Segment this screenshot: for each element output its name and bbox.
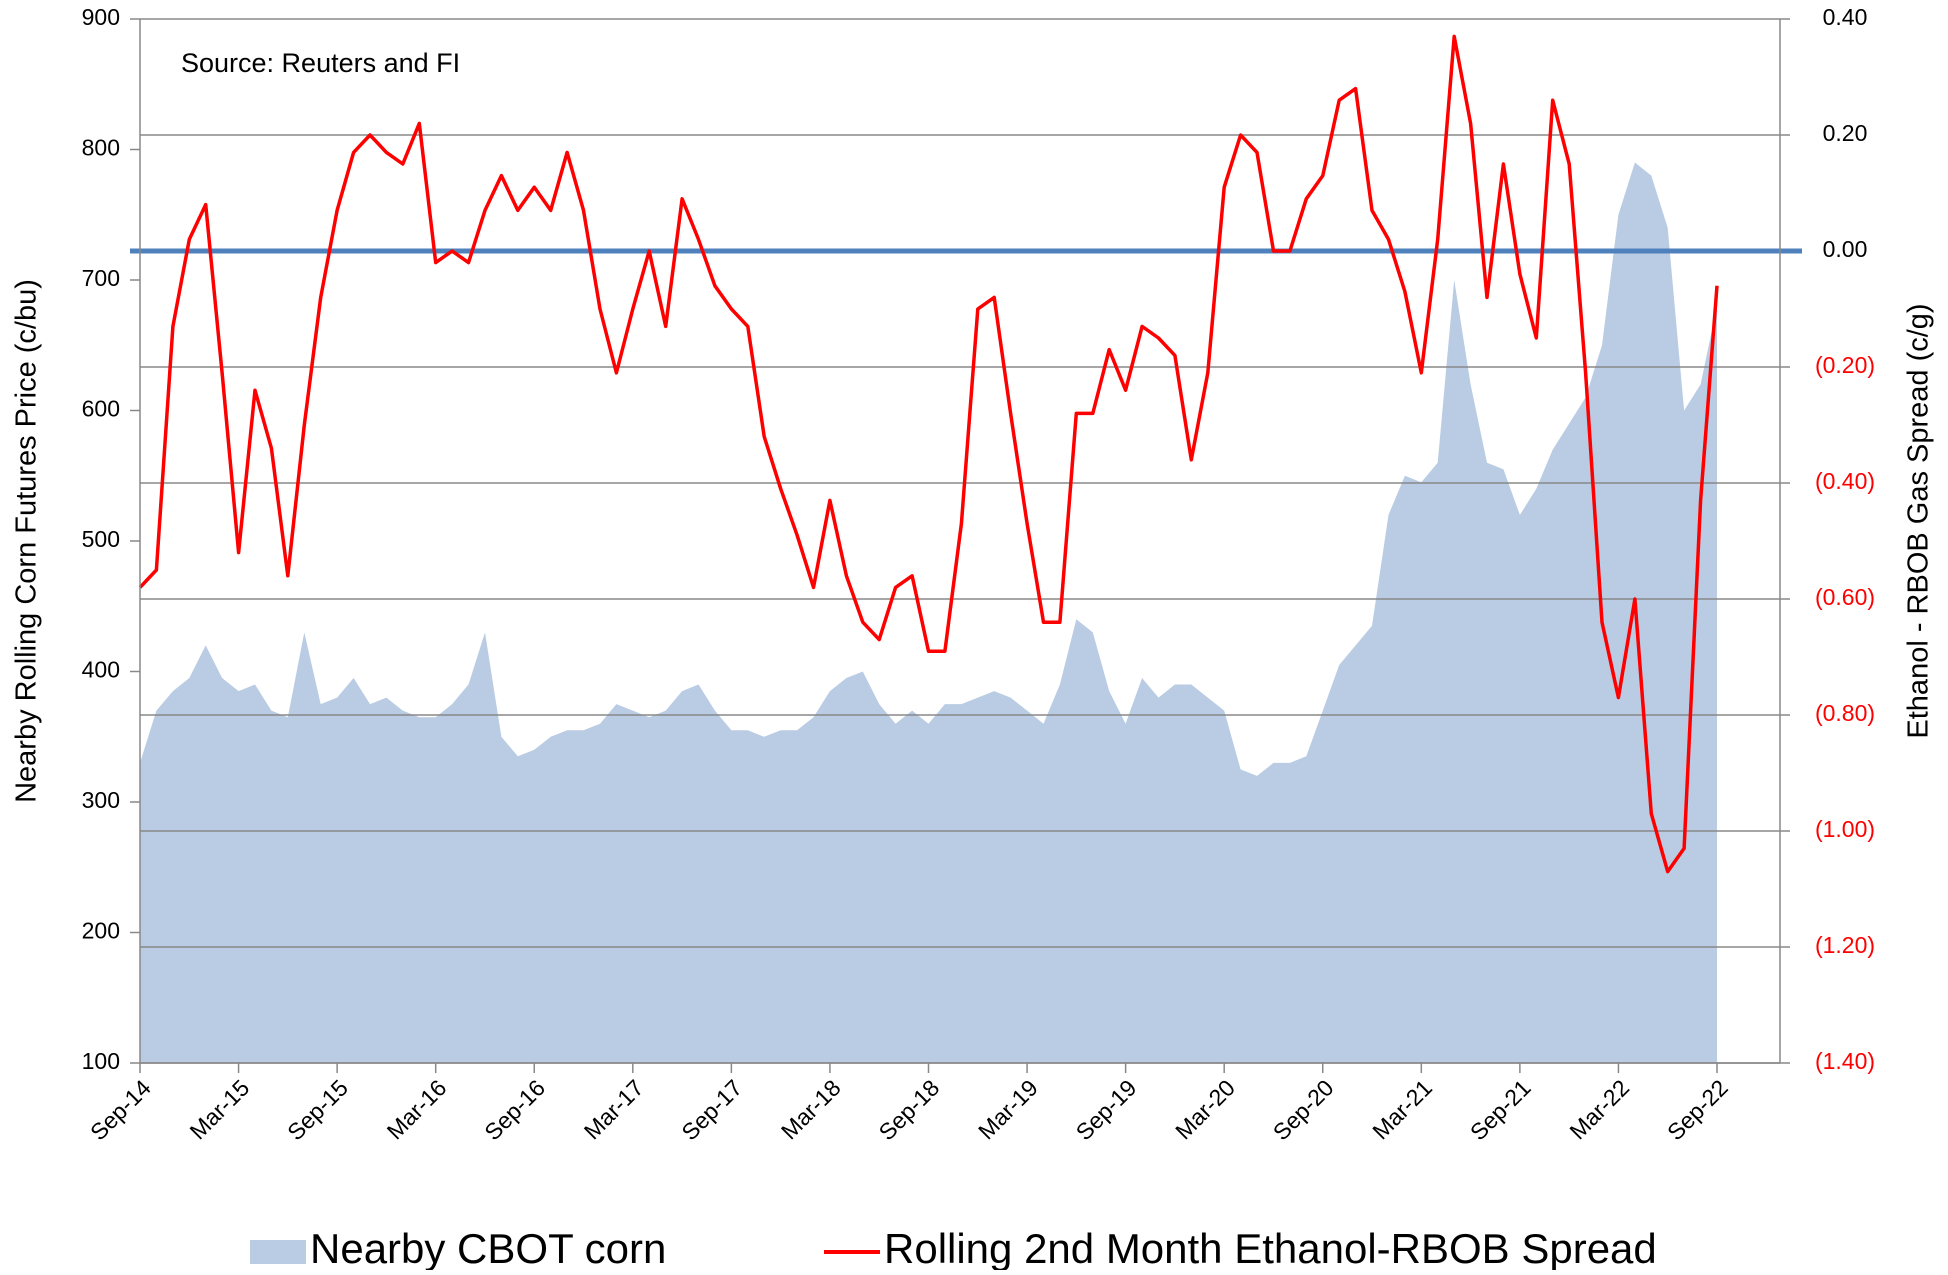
x-tick-label: Sep-17 [676, 1074, 747, 1145]
y-tick-label: 800 [82, 135, 120, 161]
x-tick-label: Mar-15 [184, 1074, 254, 1144]
y-tick-label: 300 [82, 787, 120, 813]
x-tick-label: Mar-19 [973, 1074, 1043, 1144]
annotation: Source: Reuters and FI [181, 48, 460, 78]
y2-tick-label: 0.20 [1823, 120, 1868, 146]
y2-axis-title: Ethanol - RBOB Gas Spread (c/g) [1903, 303, 1935, 738]
y-tick-label: 100 [82, 1048, 120, 1074]
y-tick-label: 900 [82, 4, 120, 30]
x-tick-label: Sep-21 [1465, 1074, 1536, 1145]
x-tick-label: Sep-18 [874, 1074, 945, 1145]
y-tick-label: 200 [82, 918, 120, 944]
x-tick-label: Sep-22 [1662, 1074, 1733, 1145]
y2-tick-label: 0.00 [1823, 236, 1868, 262]
x-tick-label: Sep-15 [282, 1074, 353, 1145]
x-tick-label: Sep-19 [1071, 1074, 1142, 1145]
x-tick-label: Sep-16 [479, 1074, 550, 1145]
legend-label: Nearby CBOT corn [310, 1225, 666, 1270]
y-tick-label: 600 [82, 396, 120, 422]
y2-tick-label: (1.20) [1815, 932, 1875, 958]
x-tick-label: Mar-20 [1170, 1074, 1240, 1144]
x-tick-label: Mar-21 [1367, 1074, 1437, 1144]
y2-tick-label: (1.40) [1815, 1048, 1875, 1074]
y2-tick-label: (0.20) [1815, 352, 1875, 378]
y-axis-title: Nearby Rolling Corn Futures Price (c/bu) [11, 279, 43, 803]
line [138, 34, 1719, 874]
y2-tick-label: (0.40) [1815, 468, 1875, 494]
area [140, 162, 1717, 1063]
legend-label: Rolling 2nd Month Ethanol-RBOB Spread [884, 1225, 1657, 1270]
x-tick-label: Mar-22 [1564, 1074, 1634, 1144]
legend-swatch [250, 1240, 306, 1264]
x-tick-label: Mar-16 [382, 1074, 452, 1144]
x-tick-label: Mar-18 [776, 1074, 846, 1144]
y-tick-label: 400 [82, 657, 120, 683]
y-tick-label: 700 [82, 265, 120, 291]
y2-tick-label: 0.40 [1823, 4, 1868, 30]
x-tick-label: Sep-14 [85, 1074, 156, 1145]
x-tick-label: Mar-17 [579, 1074, 649, 1144]
y2-tick-label: (0.60) [1815, 584, 1875, 610]
x-tick-label: Sep-20 [1268, 1074, 1339, 1145]
y2-tick-label: (1.00) [1815, 816, 1875, 842]
y2-tick-label: (0.80) [1815, 700, 1875, 726]
y-tick-label: 500 [82, 526, 120, 552]
